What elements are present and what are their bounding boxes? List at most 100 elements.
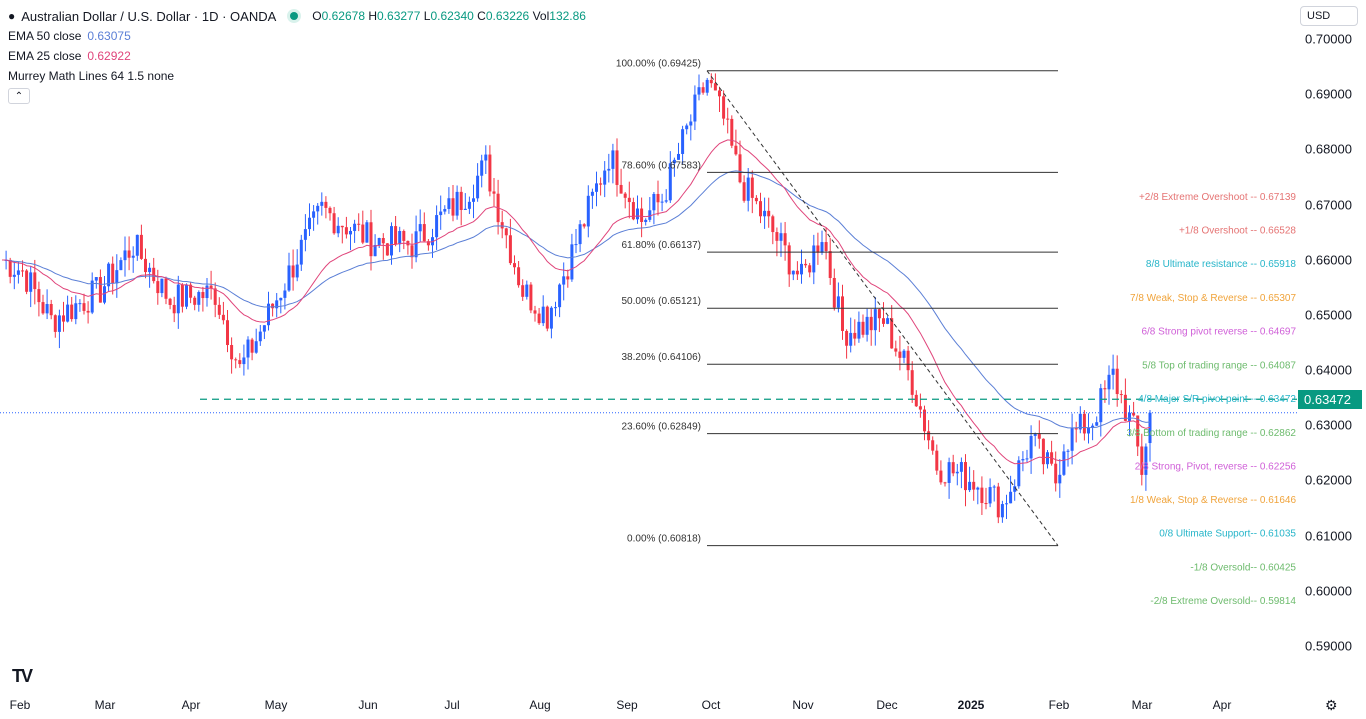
candle-body [701,87,705,93]
candle-body [213,288,217,305]
candle-body [1037,434,1041,439]
candle-body [1091,425,1095,428]
candle-body [984,503,988,505]
candle-body [959,462,963,472]
candle-body [574,244,578,246]
candle-body [968,481,972,491]
fib-level-label: 0.00% (0.60818) [627,534,701,545]
candle-body [599,183,603,185]
fib-level-label: 50.00% (0.65121) [621,296,701,307]
candle-body [861,321,865,335]
candle-body [791,270,795,275]
murrey-level-label: 8/8 Ultimate resistance -- 0.65918 [1146,259,1297,270]
candle-body [1058,474,1062,484]
murrey-level-label: 1/8 Weak, Stop & Reverse -- 0.61646 [1130,495,1296,506]
symbol-title[interactable]: Australian Dollar / U.S. Dollar · 1D · O… [21,8,277,24]
candle-body [357,223,361,225]
candle-body [779,233,783,241]
candle-body [451,198,455,216]
candle-body [422,224,426,242]
candle-body [267,303,270,326]
candle-body [283,290,287,298]
candle-body [144,258,147,273]
fib-level-label: 78.60% (0.67583) [621,160,701,171]
candle-body [677,153,680,160]
candle-body [320,201,324,206]
candle-body [869,316,873,331]
collapse-legend-button[interactable]: ⌃ [8,88,30,104]
candle-body [361,224,365,243]
indicator-ema25[interactable]: EMA 25 close 0.62922 [8,49,131,63]
murrey-level-label: -1/8 Oversold-- 0.60425 [1190,562,1296,573]
candle-body [996,486,1000,518]
candle-body [734,145,738,155]
candle-body [45,304,49,314]
candle-body [832,277,836,308]
candle-body [693,94,697,122]
candle-body [1033,434,1037,436]
candle-body [718,90,721,97]
candle-body [135,234,139,256]
y-axis-tick: 0.67000 [1305,197,1352,213]
candle-body [1054,463,1058,484]
candle-body [722,96,726,119]
candle-body [1021,459,1025,461]
candle-body [1119,394,1123,396]
candle-body [160,278,164,294]
candle-body [312,211,316,218]
candle-body [763,210,767,217]
candle-body [623,193,627,198]
indicator-murrey[interactable]: Murrey Math Lines 64 1.5 none [8,69,175,83]
candle-body [336,225,340,234]
currency-select[interactable]: USD [1300,6,1358,26]
candle-body [1103,388,1107,390]
candle-body [25,270,29,292]
candle-body [681,129,685,154]
candle-body [1099,388,1103,423]
indicator-ema50[interactable]: EMA 50 close 0.63075 [8,29,131,43]
candle-body [148,267,152,273]
settings-gear-icon[interactable]: ⚙ [1325,697,1338,713]
candle-body [795,270,799,275]
candle-body [865,316,869,335]
y-axis-tick: 0.66000 [1305,252,1352,268]
candle-body [291,265,295,278]
candle-body [37,289,41,303]
candle-body [898,351,902,358]
candle-body [197,292,201,305]
candle-body [517,267,521,286]
candle-body [914,394,918,407]
candle-body [1082,413,1086,434]
candle-body [66,304,70,322]
murrey-level-label: 6/8 Strong pivot reverse -- 0.64697 [1141,327,1296,338]
candle-body [185,284,188,307]
candle-body [414,231,418,258]
murrey-level-label: 5/8 Top of trading range -- 0.64087 [1142,360,1296,371]
candle-body [529,284,533,311]
candle-body [33,272,37,290]
x-axis-tick: Jul [444,698,460,712]
candle-body [935,450,939,471]
candle-body [119,260,123,271]
tradingview-logo-icon[interactable]: TV [12,666,33,686]
candle-body [627,197,631,203]
candles [4,73,1152,524]
candle-body [488,154,492,192]
candle-body [644,219,648,222]
candle-body [775,232,779,241]
y-axis-tick: 0.69000 [1305,86,1352,102]
candle-body [660,201,664,203]
candle-body [595,183,598,192]
candle-body [500,222,504,229]
y-axis-tick: 0.65000 [1305,307,1352,323]
murrey-level-label: +1/8 Overshoot -- 0.66528 [1179,226,1296,237]
candle-body [705,79,709,93]
candle-body [508,235,512,264]
candle-body [549,307,553,329]
candle-body [443,208,447,212]
candle-body [21,270,24,272]
murrey-level-label: 2/8 Strong, Pivot, reverse -- 0.62256 [1135,461,1297,472]
candle-body [1148,412,1152,444]
candle-body [886,318,890,324]
